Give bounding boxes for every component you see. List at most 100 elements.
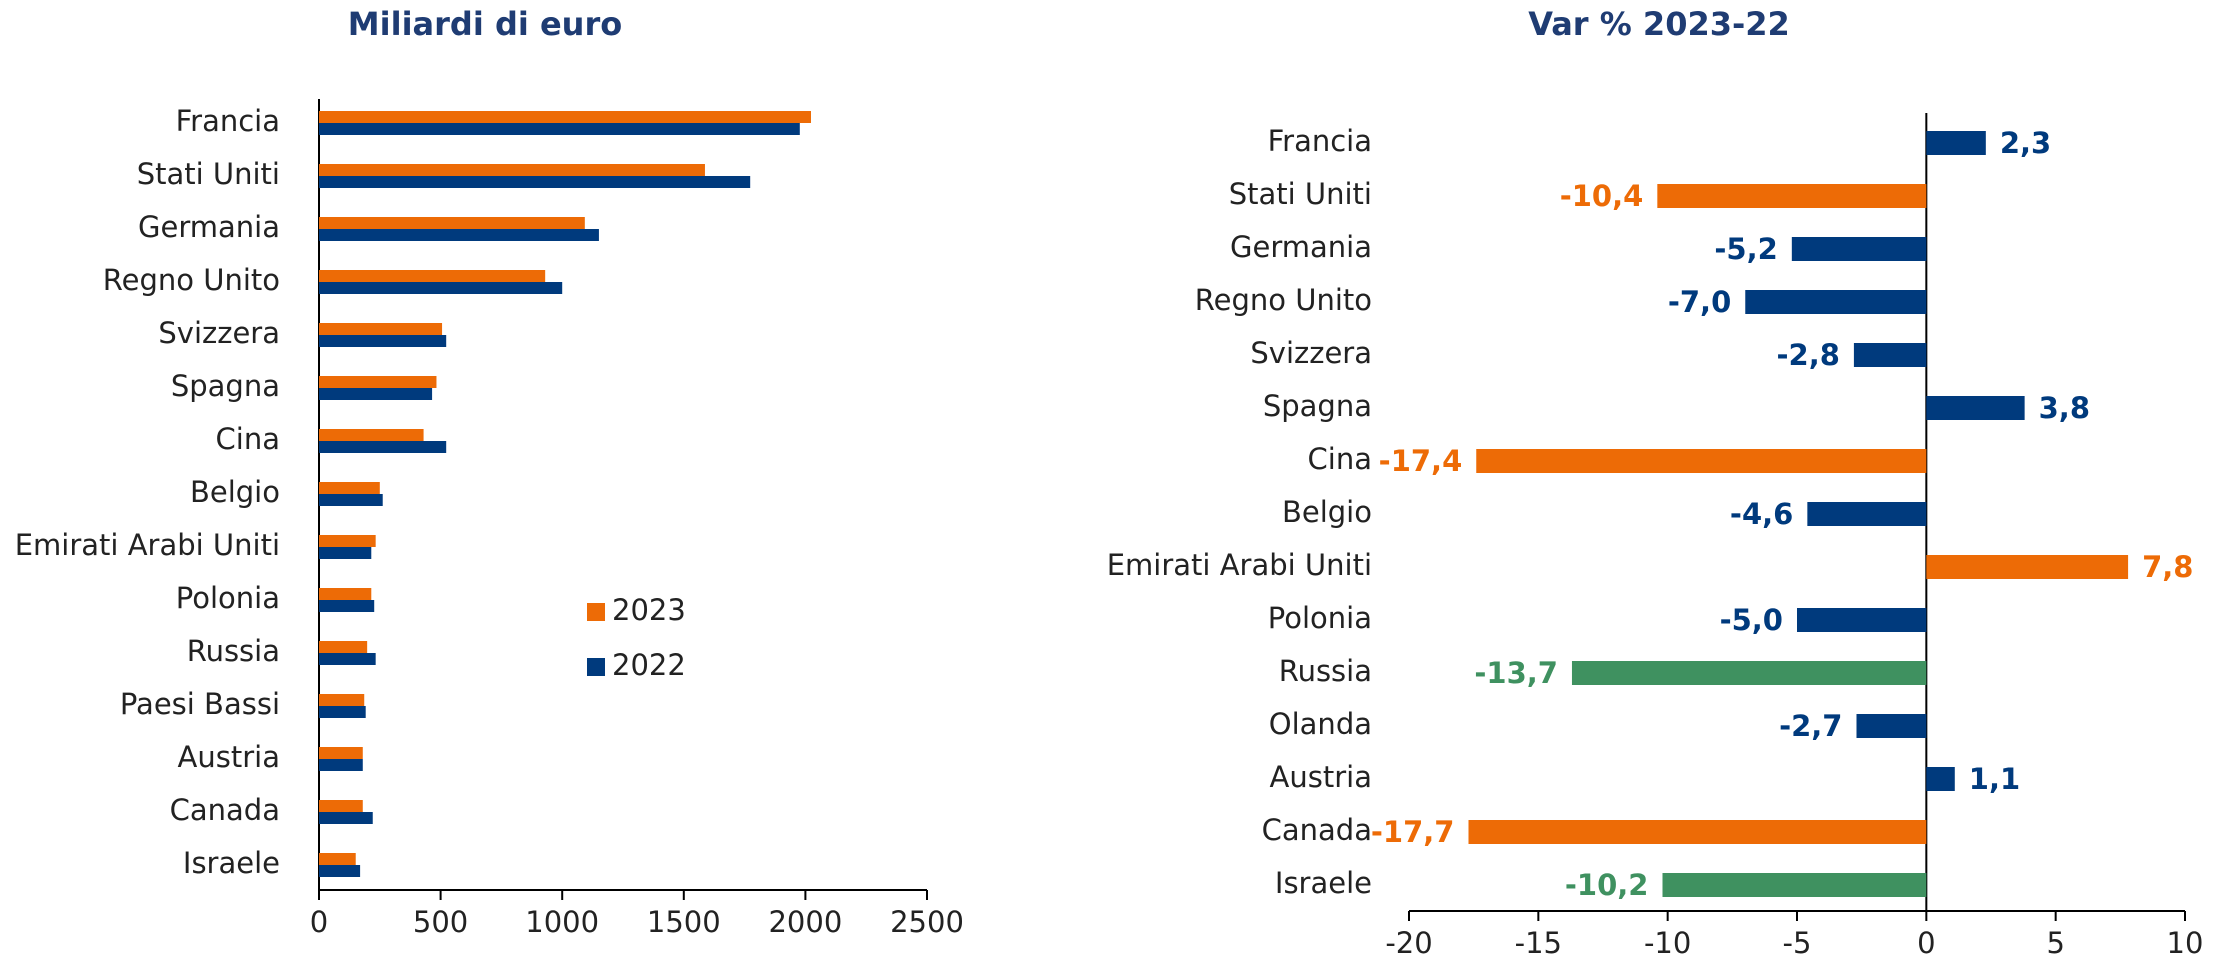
x-tick-label: 0: [1917, 926, 1935, 960]
y-tick-label: Cina: [1308, 442, 1372, 476]
bar: [1926, 396, 2025, 420]
y-tick-label: Germania: [138, 210, 280, 244]
y-tick-label: Olanda: [1269, 707, 1372, 741]
bar: [319, 111, 811, 123]
bar: [1797, 608, 1927, 632]
bar: [1476, 449, 1927, 473]
chart-title: Var % 2023-22: [1528, 5, 1790, 43]
bar: [1791, 237, 1927, 261]
bar: [319, 217, 585, 229]
value-label: -5,2: [1714, 232, 1777, 266]
bar: [319, 694, 365, 706]
bar: [1468, 820, 1927, 844]
y-tick-label: Paesi Bassi: [120, 687, 280, 721]
x-tick-label: -5: [1783, 926, 1812, 960]
bar: [319, 388, 433, 400]
bar: [319, 229, 599, 241]
x-tick-label: 500: [413, 905, 468, 939]
bar: [1926, 555, 2129, 579]
value-label: 3,8: [2039, 391, 2090, 425]
value-label: 2,3: [2000, 126, 2051, 160]
y-tick-label: Israele: [183, 846, 280, 880]
legend-label: 2023: [612, 593, 686, 627]
bar: [319, 588, 372, 600]
y-tick-label: Germania: [1230, 230, 1372, 264]
legend-swatch: [587, 658, 605, 676]
bar: [1571, 661, 1927, 685]
value-label: 7,8: [2142, 550, 2193, 584]
x-tick-label: 1500: [647, 905, 721, 939]
x-tick-label: 2500: [890, 905, 964, 939]
bar: [319, 653, 376, 665]
value-label: -4,6: [1730, 497, 1793, 531]
bar: [319, 853, 356, 865]
y-tick-label: Austria: [178, 740, 280, 774]
y-tick-label: Svizzera: [1250, 336, 1372, 370]
y-tick-label: Russia: [187, 634, 280, 668]
y-tick-label: Emirati Arabi Uniti: [1107, 548, 1372, 582]
bar: [319, 706, 366, 718]
y-tick-label: Polonia: [1268, 601, 1372, 635]
y-tick-label: Canada: [170, 793, 280, 827]
y-tick-label: Israele: [1275, 866, 1372, 900]
x-tick-label: 5: [2046, 926, 2064, 960]
y-tick-label: Spagna: [171, 369, 280, 403]
value-label: -13,7: [1474, 656, 1558, 690]
bar: [319, 759, 363, 771]
bar: [319, 547, 372, 559]
y-tick-label: Francia: [1268, 124, 1372, 158]
bar: [319, 494, 383, 506]
y-tick-label: Regno Unito: [103, 263, 280, 297]
y-tick-label: Regno Unito: [1195, 283, 1372, 317]
bar: [1926, 767, 1955, 791]
value-label: -17,7: [1371, 815, 1455, 849]
y-tick-label: Cina: [216, 422, 280, 456]
value-label: 1,1: [1969, 762, 2020, 796]
bar: [319, 123, 800, 135]
value-label: -5,0: [1720, 603, 1783, 637]
bar: [319, 865, 361, 877]
x-tick-label: 1000: [525, 905, 599, 939]
bar: [1856, 714, 1927, 738]
legend-label: 2022: [612, 648, 686, 682]
x-tick-label: -10: [1644, 926, 1691, 960]
bar: [319, 282, 563, 294]
value-label: -10,2: [1565, 868, 1649, 902]
bar: [319, 800, 363, 812]
bar: [319, 747, 363, 759]
y-tick-label: Russia: [1279, 654, 1372, 688]
bar: [319, 482, 380, 494]
y-tick-label: Belgio: [1282, 495, 1372, 529]
y-tick-label: Spagna: [1263, 389, 1372, 423]
value-label: -10,4: [1560, 179, 1644, 213]
bar: [319, 164, 705, 176]
y-tick-label: Canada: [1262, 813, 1372, 847]
value-label: -2,7: [1779, 709, 1842, 743]
bar: [319, 441, 447, 453]
value-label: -7,0: [1668, 285, 1731, 319]
y-tick-label: Belgio: [190, 475, 280, 509]
y-tick-label: Emirati Arabi Uniti: [15, 528, 280, 562]
bar: [1662, 873, 1927, 897]
y-tick-label: Francia: [176, 104, 280, 138]
bar: [319, 323, 443, 335]
x-tick-label: -15: [1515, 926, 1562, 960]
bar: [1926, 131, 1986, 155]
bar: [1657, 184, 1927, 208]
y-tick-label: Stati Uniti: [1229, 177, 1372, 211]
x-tick-label: 2000: [768, 905, 842, 939]
chart-title: Miliardi di euro: [348, 5, 622, 43]
x-tick-label: 0: [310, 905, 328, 939]
bar: [319, 270, 546, 282]
value-label: -2,8: [1776, 338, 1839, 372]
legend-swatch: [587, 603, 605, 621]
x-tick-label: 10: [2167, 926, 2204, 960]
bar: [319, 535, 376, 547]
bar: [319, 176, 751, 188]
bar: [1853, 343, 1927, 367]
bar: [319, 429, 424, 441]
bar: [319, 335, 447, 347]
value-label: -17,4: [1379, 444, 1463, 478]
bar: [319, 376, 437, 388]
